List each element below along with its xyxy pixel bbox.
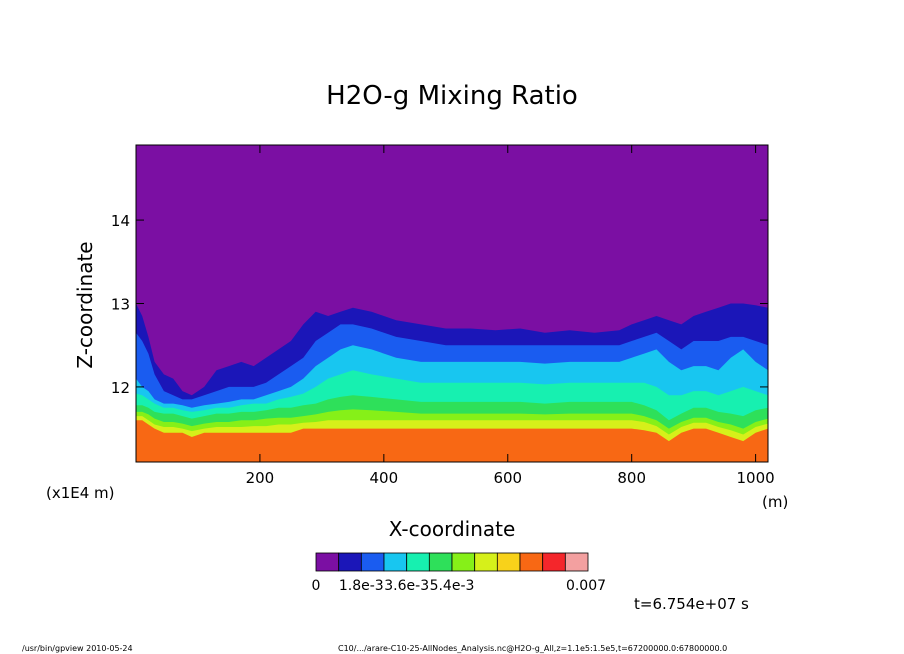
- x-tick-label: 1000: [737, 469, 775, 487]
- colorbar-swatch: [519, 552, 544, 572]
- colorbar-swatch: [474, 552, 498, 572]
- x-tick-label: 800: [617, 469, 646, 487]
- y-tick-label: 14: [111, 212, 130, 230]
- colorbar-swatch: [428, 552, 453, 572]
- x-tick-label: 600: [493, 469, 522, 487]
- colorbar-label: 1.8e-3: [339, 578, 384, 594]
- colorbar-swatch: [383, 552, 408, 572]
- colorbar-swatch: [564, 552, 589, 572]
- x-tick-label: 400: [370, 469, 399, 487]
- chart-title: H2O-g Mixing Ratio: [326, 81, 578, 111]
- colorbar-swatch: [338, 552, 362, 572]
- y-tick-label: 13: [111, 296, 130, 314]
- y-tick-label: 12: [111, 379, 130, 397]
- colorbar-label: 0.007: [566, 578, 606, 594]
- colorbar-swatch: [315, 552, 340, 572]
- y-axis-scale-note: (x1E4 m): [46, 484, 115, 502]
- y-axis-title: Z-coordinate: [73, 241, 97, 368]
- plot-area: [136, 145, 768, 462]
- time-label: t=6.754e+07 s: [634, 595, 749, 613]
- colorbar-label: 3.6e-3: [384, 578, 429, 594]
- x-axis-title: X-coordinate: [389, 517, 516, 541]
- footer-left: /usr/bin/gpview 2010-05-24: [22, 644, 133, 653]
- colorbar-label: 0: [312, 578, 321, 594]
- x-tick-label: 200: [246, 469, 275, 487]
- colorbar-swatch: [542, 552, 566, 572]
- contour-layer-8: [136, 420, 768, 462]
- x-axis-units: (m): [762, 493, 788, 511]
- colorbar: 0 1.8e-3 3.6e-3 5.4e-3 0.007: [312, 552, 606, 594]
- footer-right: C10/.../arare-C10-25-AllNodes_Analysis.n…: [338, 644, 727, 653]
- colorbar-swatch: [451, 552, 476, 572]
- colorbar-swatch: [406, 552, 430, 572]
- axes: 200 400 600 800 1000 12 13 14: [111, 144, 775, 487]
- colorbar-swatch: [360, 552, 385, 572]
- colorbar-swatch: [496, 552, 521, 572]
- colorbar-label: 5.4e-3: [430, 578, 475, 594]
